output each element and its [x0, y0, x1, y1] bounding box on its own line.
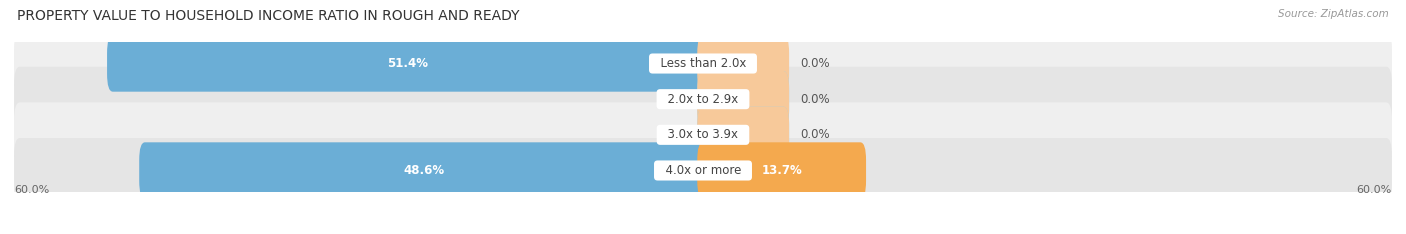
- FancyBboxPatch shape: [139, 142, 709, 199]
- Text: Less than 2.0x: Less than 2.0x: [652, 57, 754, 70]
- FancyBboxPatch shape: [697, 35, 789, 92]
- FancyBboxPatch shape: [697, 107, 789, 163]
- FancyBboxPatch shape: [107, 35, 709, 92]
- Text: 51.4%: 51.4%: [388, 57, 429, 70]
- Text: PROPERTY VALUE TO HOUSEHOLD INCOME RATIO IN ROUGH AND READY: PROPERTY VALUE TO HOUSEHOLD INCOME RATIO…: [17, 9, 519, 23]
- FancyBboxPatch shape: [697, 107, 789, 163]
- FancyBboxPatch shape: [14, 67, 1392, 132]
- Text: 0.0%: 0.0%: [657, 93, 686, 106]
- Text: 0.0%: 0.0%: [800, 93, 830, 106]
- Text: Source: ZipAtlas.com: Source: ZipAtlas.com: [1278, 9, 1389, 19]
- FancyBboxPatch shape: [14, 138, 1392, 203]
- Text: 13.7%: 13.7%: [761, 164, 801, 177]
- FancyBboxPatch shape: [14, 31, 1392, 96]
- FancyBboxPatch shape: [697, 71, 789, 127]
- FancyBboxPatch shape: [14, 102, 1392, 167]
- Text: 3.0x to 3.9x: 3.0x to 3.9x: [661, 128, 745, 141]
- Text: 0.0%: 0.0%: [657, 128, 686, 141]
- FancyBboxPatch shape: [697, 71, 789, 127]
- FancyBboxPatch shape: [697, 142, 866, 199]
- Text: 4.0x or more: 4.0x or more: [658, 164, 748, 177]
- Text: 0.0%: 0.0%: [800, 128, 830, 141]
- Text: 48.6%: 48.6%: [404, 164, 444, 177]
- Text: 2.0x to 2.9x: 2.0x to 2.9x: [661, 93, 745, 106]
- Text: 60.0%: 60.0%: [1357, 185, 1392, 195]
- Text: 0.0%: 0.0%: [800, 57, 830, 70]
- Text: 60.0%: 60.0%: [14, 185, 49, 195]
